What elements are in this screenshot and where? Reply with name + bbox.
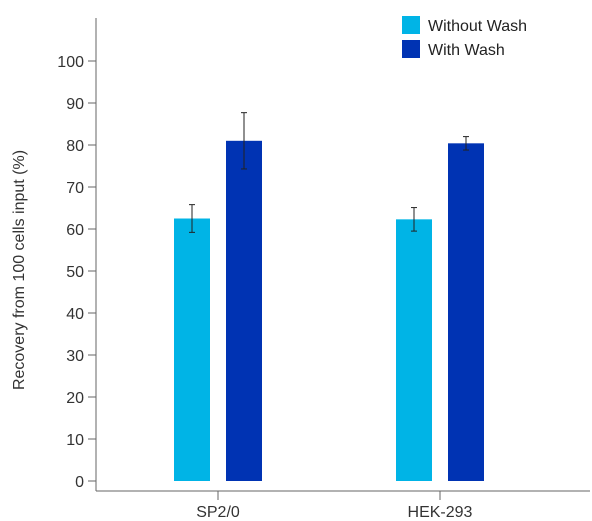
y-tick-label: 90 <box>66 96 84 113</box>
y-tick-label: 30 <box>66 348 84 365</box>
y-tick-label: 100 <box>57 54 84 71</box>
bar <box>226 140 262 482</box>
y-tick-label: 70 <box>66 180 84 197</box>
y-tick-label: 20 <box>66 390 84 407</box>
bars <box>174 112 484 482</box>
legend: Without Wash With Wash <box>402 16 527 59</box>
y-axis: 0 10 20 30 40 50 60 70 80 90 100 <box>57 18 97 491</box>
legend-swatch <box>402 16 420 34</box>
x-tick-label: HEK-293 <box>408 504 473 521</box>
legend-swatch <box>402 40 420 58</box>
bar <box>448 143 484 481</box>
y-tick-label: 80 <box>66 138 84 155</box>
y-axis-label: Recovery from 100 cells input (%) <box>11 150 28 390</box>
y-tick-label: 50 <box>66 264 84 281</box>
bar <box>396 219 432 481</box>
bar <box>174 218 210 481</box>
legend-label: With Wash <box>428 42 505 59</box>
x-tick-label: SP2/0 <box>196 504 240 521</box>
y-tick-label: 0 <box>75 474 84 491</box>
x-axis: SP2/0 HEK-293 <box>96 490 590 521</box>
y-tick-label: 10 <box>66 432 84 449</box>
y-tick-label: 60 <box>66 222 84 239</box>
y-tick-label: 40 <box>66 306 84 323</box>
legend-label: Without Wash <box>428 18 527 35</box>
